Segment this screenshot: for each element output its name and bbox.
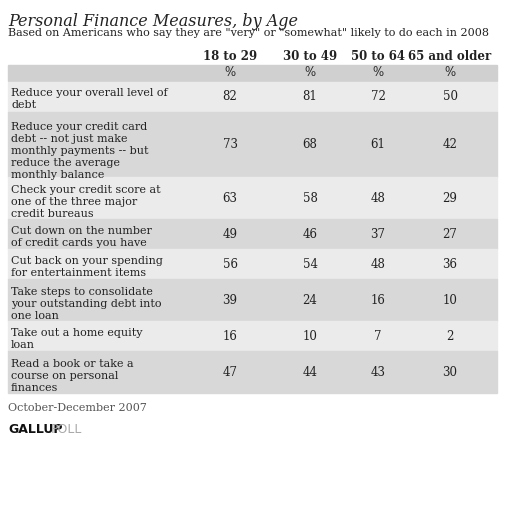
Text: Take steps to consolidate
your outstanding debt into
one loan: Take steps to consolidate your outstandi… — [11, 287, 162, 321]
Text: 30 to 49: 30 to 49 — [283, 50, 337, 63]
Text: 43: 43 — [371, 366, 385, 379]
Text: %: % — [444, 66, 456, 79]
Text: 29: 29 — [442, 191, 458, 204]
Text: 61: 61 — [371, 138, 385, 151]
Text: %: % — [224, 66, 235, 79]
Text: Cut back on your spending
for entertainment items: Cut back on your spending for entertainm… — [11, 256, 163, 278]
Text: 48: 48 — [371, 191, 385, 204]
Text: 47: 47 — [223, 366, 237, 379]
Bar — [8, 65, 497, 81]
Text: 81: 81 — [302, 90, 317, 104]
Text: 72: 72 — [371, 90, 385, 104]
Text: 36: 36 — [442, 257, 458, 270]
Text: Based on Americans who say they are "very" or "somewhat" likely to do each in 20: Based on Americans who say they are "ver… — [8, 28, 489, 38]
Text: 42: 42 — [442, 138, 458, 151]
Text: 24: 24 — [302, 293, 318, 306]
Text: 48: 48 — [371, 257, 385, 270]
Bar — [8, 249, 497, 279]
Text: 65 and older: 65 and older — [409, 50, 492, 63]
Text: 30: 30 — [442, 366, 458, 379]
Text: 49: 49 — [223, 228, 237, 241]
Text: 18 to 29: 18 to 29 — [203, 50, 257, 63]
Text: Reduce your overall level of
debt: Reduce your overall level of debt — [11, 88, 168, 110]
Text: 63: 63 — [223, 191, 237, 204]
Text: 37: 37 — [371, 228, 385, 241]
Text: Read a book or take a
course on personal
finances: Read a book or take a course on personal… — [11, 359, 134, 393]
Text: Cut down on the number
of credit cards you have: Cut down on the number of credit cards y… — [11, 225, 152, 247]
Text: %: % — [305, 66, 316, 79]
Text: 56: 56 — [223, 257, 237, 270]
Text: Check your credit score at
one of the three major
credit bureaus: Check your credit score at one of the th… — [11, 185, 161, 219]
Bar — [8, 112, 497, 177]
Text: 54: 54 — [302, 257, 318, 270]
Text: 58: 58 — [302, 191, 318, 204]
Text: GALLUP: GALLUP — [8, 423, 63, 436]
Text: 10: 10 — [302, 329, 318, 343]
Text: 50 to 64: 50 to 64 — [351, 50, 405, 63]
Text: 27: 27 — [442, 228, 458, 241]
Text: 2: 2 — [446, 329, 453, 343]
Text: 39: 39 — [223, 293, 237, 306]
Text: 16: 16 — [371, 293, 385, 306]
Text: 16: 16 — [223, 329, 237, 343]
Text: Reduce your credit card
debt -- not just make
monthly payments -- but
reduce the: Reduce your credit card debt -- not just… — [11, 122, 148, 180]
Bar — [8, 219, 497, 249]
Bar — [8, 321, 497, 351]
Text: POLL: POLL — [51, 423, 82, 436]
Text: 68: 68 — [302, 138, 318, 151]
Text: 44: 44 — [302, 366, 318, 379]
Bar — [8, 351, 497, 393]
Text: 82: 82 — [223, 90, 237, 104]
Text: 46: 46 — [302, 228, 318, 241]
Bar — [8, 82, 497, 112]
Bar — [8, 279, 497, 321]
Text: October-December 2007: October-December 2007 — [8, 403, 147, 413]
Text: Personal Finance Measures, by Age: Personal Finance Measures, by Age — [8, 13, 298, 30]
Bar — [8, 177, 497, 219]
Text: 73: 73 — [223, 138, 237, 151]
Text: 7: 7 — [374, 329, 382, 343]
Text: Take out a home equity
loan: Take out a home equity loan — [11, 327, 142, 349]
Text: 10: 10 — [442, 293, 458, 306]
Text: 50: 50 — [442, 90, 458, 104]
Text: %: % — [373, 66, 384, 79]
